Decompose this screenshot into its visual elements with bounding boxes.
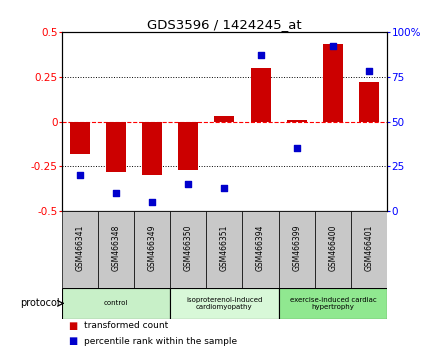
Point xyxy=(112,190,119,196)
Text: GSM466348: GSM466348 xyxy=(111,225,121,271)
Point xyxy=(257,52,264,58)
Text: isoproterenol-induced
cardiomyopathy: isoproterenol-induced cardiomyopathy xyxy=(186,297,263,310)
Bar xyxy=(315,211,351,288)
Bar xyxy=(251,68,271,121)
Point xyxy=(293,145,300,151)
Bar xyxy=(70,121,90,154)
Bar xyxy=(178,121,198,170)
Bar xyxy=(287,120,307,121)
Text: GSM466351: GSM466351 xyxy=(220,225,229,271)
Bar xyxy=(214,116,235,121)
Text: GSM466349: GSM466349 xyxy=(147,225,157,271)
Point xyxy=(366,68,373,74)
Bar xyxy=(106,121,126,172)
Text: transformed count: transformed count xyxy=(84,321,169,330)
Bar xyxy=(62,211,98,288)
Text: GSM466341: GSM466341 xyxy=(75,225,84,271)
Bar xyxy=(142,121,162,175)
Title: GDS3596 / 1424245_at: GDS3596 / 1424245_at xyxy=(147,18,302,31)
Bar xyxy=(242,211,279,288)
Bar xyxy=(279,288,387,319)
Text: percentile rank within the sample: percentile rank within the sample xyxy=(84,337,238,346)
Bar xyxy=(206,211,242,288)
Point xyxy=(149,199,156,205)
Bar xyxy=(323,44,343,121)
Point xyxy=(76,172,83,178)
Bar xyxy=(62,288,170,319)
Bar xyxy=(170,288,279,319)
Text: protocol: protocol xyxy=(20,298,60,308)
Bar xyxy=(134,211,170,288)
Text: GSM466401: GSM466401 xyxy=(365,225,374,271)
Text: ■: ■ xyxy=(68,321,77,331)
Text: GSM466350: GSM466350 xyxy=(184,225,193,271)
Text: GSM466394: GSM466394 xyxy=(256,225,265,271)
Bar xyxy=(279,211,315,288)
Text: GSM466400: GSM466400 xyxy=(328,225,337,271)
Point xyxy=(185,182,192,187)
Text: control: control xyxy=(104,301,128,306)
Bar xyxy=(351,211,387,288)
Point xyxy=(221,185,228,191)
Text: exercise-induced cardiac
hypertrophy: exercise-induced cardiac hypertrophy xyxy=(290,297,376,310)
Bar xyxy=(170,211,206,288)
Point xyxy=(330,44,337,49)
Bar xyxy=(98,211,134,288)
Text: GSM466399: GSM466399 xyxy=(292,225,301,271)
Text: ■: ■ xyxy=(68,336,77,346)
Bar xyxy=(359,82,379,121)
